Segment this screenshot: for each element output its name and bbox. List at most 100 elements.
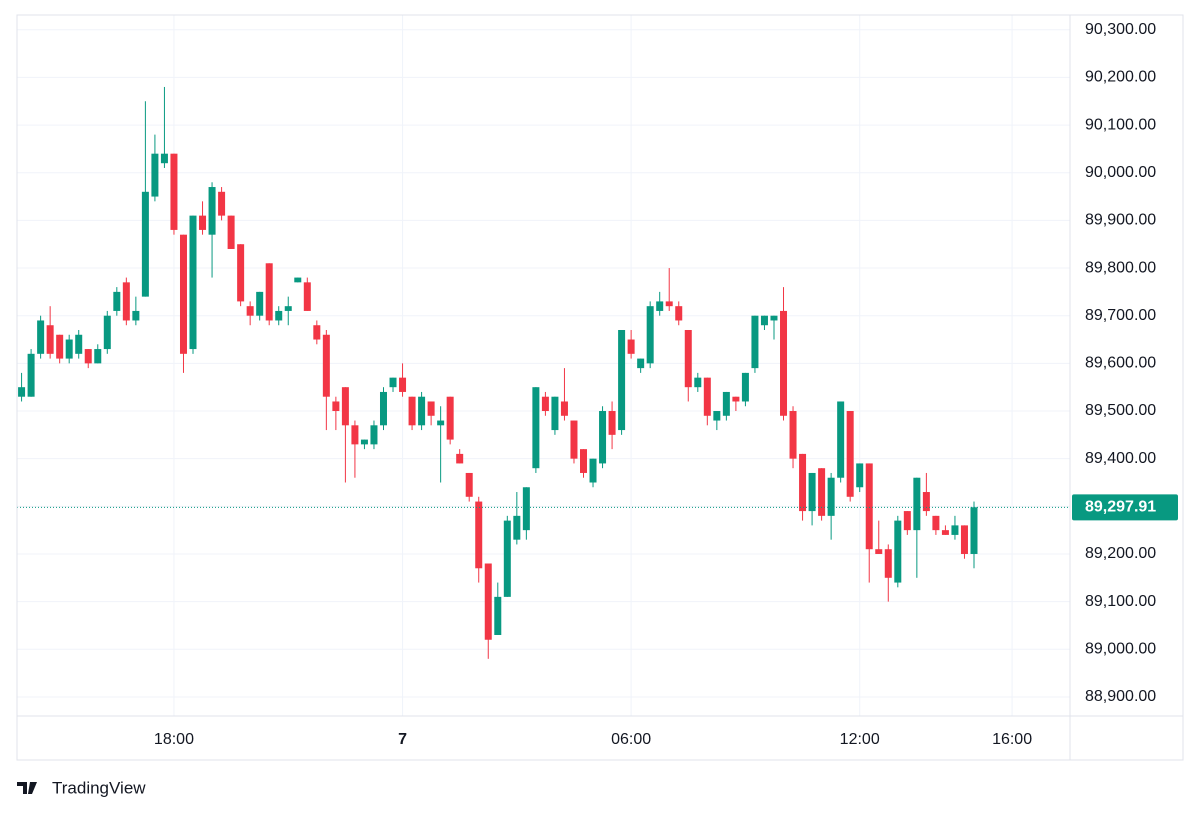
y-tick-label: 89,800.00 <box>1085 259 1156 276</box>
candle-body <box>713 411 721 421</box>
candle-body <box>113 291 121 311</box>
candle-body <box>84 349 92 364</box>
candle-body <box>94 349 102 364</box>
y-tick-label: 89,900.00 <box>1085 212 1156 229</box>
candle-body <box>541 396 549 412</box>
candle-body <box>37 320 45 354</box>
last-price-label: 89,297.91 <box>1085 499 1156 516</box>
candle-body <box>170 153 178 230</box>
x-tick-label: 7 <box>398 731 407 748</box>
frame <box>16 14 1184 761</box>
candle-body <box>513 515 521 540</box>
candle-body <box>65 339 73 359</box>
y-tick-label: 89,100.00 <box>1085 593 1156 610</box>
candle-body <box>703 377 711 416</box>
candle-body <box>18 387 26 397</box>
y-tick-label: 88,900.00 <box>1085 688 1156 705</box>
candle-body <box>732 396 740 402</box>
candle-body <box>837 401 845 478</box>
candle-body <box>818 468 826 516</box>
candle-body <box>580 449 588 473</box>
logo-text: TradingView <box>52 778 146 797</box>
last-price-box <box>1072 494 1178 521</box>
candle-body <box>494 596 502 635</box>
candle-body <box>75 334 83 354</box>
x-tick-label: 18:00 <box>154 731 194 748</box>
candle-body <box>360 439 368 445</box>
candle-body <box>370 425 378 445</box>
y-tick-label: 89,500.00 <box>1085 402 1156 419</box>
candle-body <box>884 549 892 578</box>
candle-body <box>141 191 149 297</box>
candle-body <box>103 315 111 350</box>
candle-body <box>27 353 35 397</box>
candle-body <box>418 396 426 426</box>
candle-body <box>446 396 454 440</box>
candle-body <box>656 301 664 311</box>
candle-body <box>789 411 797 459</box>
candle-body <box>627 339 635 354</box>
candle-body <box>408 396 416 426</box>
candle-body <box>160 153 168 164</box>
candle-body <box>799 453 807 512</box>
x-tick-label: 16:00 <box>992 731 1032 748</box>
y-tick-label: 89,700.00 <box>1085 307 1156 324</box>
candle-body <box>932 515 940 531</box>
y-tick-label: 89,200.00 <box>1085 545 1156 562</box>
candle-body <box>751 315 759 369</box>
candle-body <box>151 153 159 197</box>
candle-body <box>256 291 264 316</box>
candle-body <box>684 329 692 388</box>
axes: 88,900.0089,000.0089,100.0089,200.0089,3… <box>154 21 1178 748</box>
candle-body <box>46 325 54 354</box>
candle-body <box>618 329 626 431</box>
candle-body <box>589 458 597 483</box>
candle-body <box>475 501 483 569</box>
candle-body <box>179 234 187 354</box>
candle-body <box>560 401 568 416</box>
candle-body <box>760 315 768 326</box>
logo: TradingView <box>17 778 146 797</box>
candle-body <box>846 411 854 497</box>
candle-body <box>856 463 864 488</box>
candle-body <box>646 306 654 364</box>
candle-body <box>484 563 492 640</box>
candle-body <box>941 530 949 535</box>
candle-body <box>551 396 559 431</box>
candle-body <box>780 310 788 416</box>
candle-body <box>608 411 616 435</box>
candle-body <box>199 215 207 230</box>
candle-body <box>284 306 292 311</box>
candle-body <box>265 263 273 321</box>
candle-body <box>599 411 607 464</box>
candle-body <box>865 463 873 550</box>
candle-body <box>570 420 578 459</box>
candle-body <box>237 244 245 302</box>
x-tick-label: 06:00 <box>611 731 651 748</box>
candle-body <box>503 520 511 597</box>
candle-body <box>437 420 445 426</box>
logo-icon <box>17 782 37 794</box>
candle-body <box>770 315 778 321</box>
candle-body <box>389 377 397 388</box>
y-tick-label: 89,400.00 <box>1085 450 1156 467</box>
candle-body <box>675 306 683 321</box>
grid <box>17 15 1070 716</box>
candle-body <box>922 492 930 512</box>
candle-body <box>122 282 130 321</box>
candle-body <box>808 472 816 512</box>
candle-body <box>960 525 968 554</box>
candle-body <box>56 334 64 359</box>
candle-body <box>894 520 902 583</box>
candle-body <box>332 401 340 412</box>
candle-body <box>456 453 464 464</box>
candle-body <box>208 187 216 235</box>
candle-body <box>722 391 730 416</box>
candle-body <box>218 191 226 216</box>
y-tick-label: 89,000.00 <box>1085 641 1156 658</box>
candle-body <box>379 391 387 426</box>
candle-body <box>665 301 673 307</box>
candle-body <box>227 215 235 249</box>
